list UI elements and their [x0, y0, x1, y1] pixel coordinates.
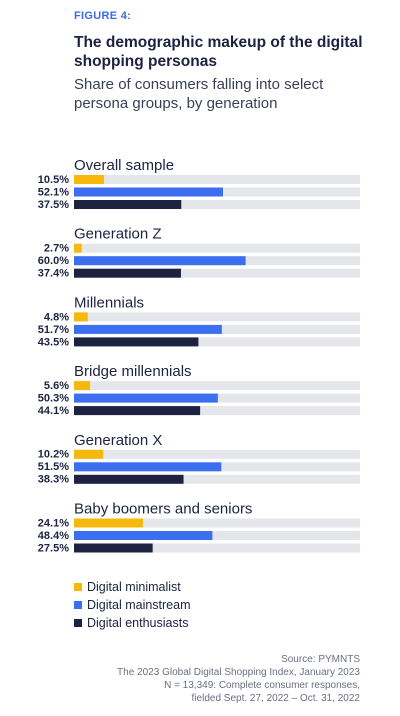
bar-track [74, 406, 360, 416]
legend-label-minimalist: Digital minimalist [87, 579, 181, 594]
legend-swatch-enthusiasts [74, 618, 82, 627]
category-label-millennials: Millennials [74, 294, 144, 311]
bar-track [74, 449, 360, 459]
bar-track [74, 337, 360, 347]
data-label-minimalist-bridge-millennials: 5.6% [44, 380, 69, 392]
bar-track [74, 243, 360, 253]
bar-enthusiasts-overall-sample [74, 200, 182, 209]
bar-mainstream-generation-x [74, 462, 222, 472]
category-label-generation-z: Generation Z [74, 226, 162, 243]
bar-track [74, 268, 360, 278]
legend-swatch-mainstream [74, 600, 82, 609]
bar-track [74, 381, 360, 391]
bar-mainstream-millennials [74, 324, 222, 334]
legend-item-mainstream: Digital mainstream [74, 596, 191, 613]
category-label-bridge-millennials: Bridge millennials [74, 363, 192, 380]
bar-enthusiasts-millennials [74, 337, 199, 347]
bar-track [74, 531, 360, 540]
bar-minimalist-overall-sample [74, 175, 105, 184]
bar-enthusiasts-baby-boomers-and-seniors [74, 543, 153, 553]
data-label-mainstream-baby-boomers-and-seniors: 48.4% [38, 530, 69, 542]
bar-enthusiasts-generation-x [74, 474, 184, 484]
bar-minimalist-millennials [74, 312, 88, 322]
data-label-minimalist-overall-sample: 10.5% [38, 174, 69, 186]
legend-swatch-minimalist [74, 582, 82, 591]
bar-track [74, 312, 360, 322]
figure-label: FIGURE 4: [74, 10, 132, 22]
legend-item-enthusiasts: Digital enthusiasts [74, 614, 191, 631]
bar-minimalist-generation-z [74, 243, 82, 253]
data-label-minimalist-millennials: 4.8% [44, 311, 69, 323]
data-label-enthusiasts-baby-boomers-and-seniors: 27.5% [38, 542, 69, 554]
source-note: Source: PYMNTS The 2023 Global Digital S… [117, 653, 360, 705]
bar-mainstream-generation-z [74, 256, 246, 266]
data-label-mainstream-bridge-millennials: 50.3% [38, 393, 69, 405]
bar-mainstream-bridge-millennials [74, 393, 218, 403]
data-label-mainstream-generation-x: 51.5% [38, 461, 69, 473]
bar-minimalist-baby-boomers-and-seniors [74, 518, 143, 528]
bar-track [74, 200, 360, 209]
bar-enthusiasts-bridge-millennials [74, 406, 201, 416]
bar-track [74, 474, 360, 484]
bar-track [74, 175, 360, 184]
bar-mainstream-overall-sample [74, 187, 224, 197]
legend-label-mainstream: Digital mainstream [87, 597, 191, 612]
data-label-mainstream-generation-z: 60.0% [38, 255, 69, 267]
data-label-enthusiasts-overall-sample: 37.5% [38, 199, 69, 211]
bar-track [74, 518, 360, 528]
data-label-mainstream-millennials: 51.7% [38, 324, 69, 336]
source-line: N = 13,349: Complete consumer responses, [164, 680, 360, 691]
data-label-enthusiasts-generation-x: 38.3% [38, 474, 69, 486]
data-label-mainstream-overall-sample: 52.1% [38, 186, 69, 198]
data-label-enthusiasts-millennials: 43.5% [38, 336, 69, 348]
legend-item-minimalist: Digital minimalist [74, 578, 191, 595]
bar-minimalist-bridge-millennials [74, 381, 91, 391]
data-label-enthusiasts-bridge-millennials: 44.1% [38, 405, 69, 417]
source-line: Source: PYMNTS [281, 654, 360, 665]
category-label-baby-boomers-and-seniors: Baby boomers and seniors [74, 500, 252, 517]
bar-mainstream-baby-boomers-and-seniors [74, 531, 213, 540]
source-line: fielded Sept. 27, 2022 – Oct. 31, 2022 [191, 693, 360, 704]
data-label-minimalist-generation-x: 10.2% [38, 449, 69, 461]
source-line: The 2023 Global Digital Shopping Index, … [117, 667, 360, 678]
data-label-minimalist-generation-z: 2.7% [44, 243, 69, 255]
data-label-minimalist-baby-boomers-and-seniors: 24.1% [38, 517, 69, 529]
legend: Digital minimalist Digital mainstream Di… [74, 578, 191, 632]
category-label-overall-sample: Overall sample [74, 157, 174, 174]
category-label-generation-x: Generation X [74, 432, 162, 449]
chart-subtitle: Share of consumers falling into select p… [74, 76, 324, 112]
bar-enthusiasts-generation-z [74, 268, 181, 278]
legend-label-enthusiasts: Digital enthusiasts [87, 615, 189, 630]
data-label-enthusiasts-generation-z: 37.4% [38, 268, 69, 280]
chart-title: The demographic makeup of the digital sh… [74, 34, 363, 70]
bar-track [74, 543, 360, 553]
bar-minimalist-generation-x [74, 449, 104, 459]
